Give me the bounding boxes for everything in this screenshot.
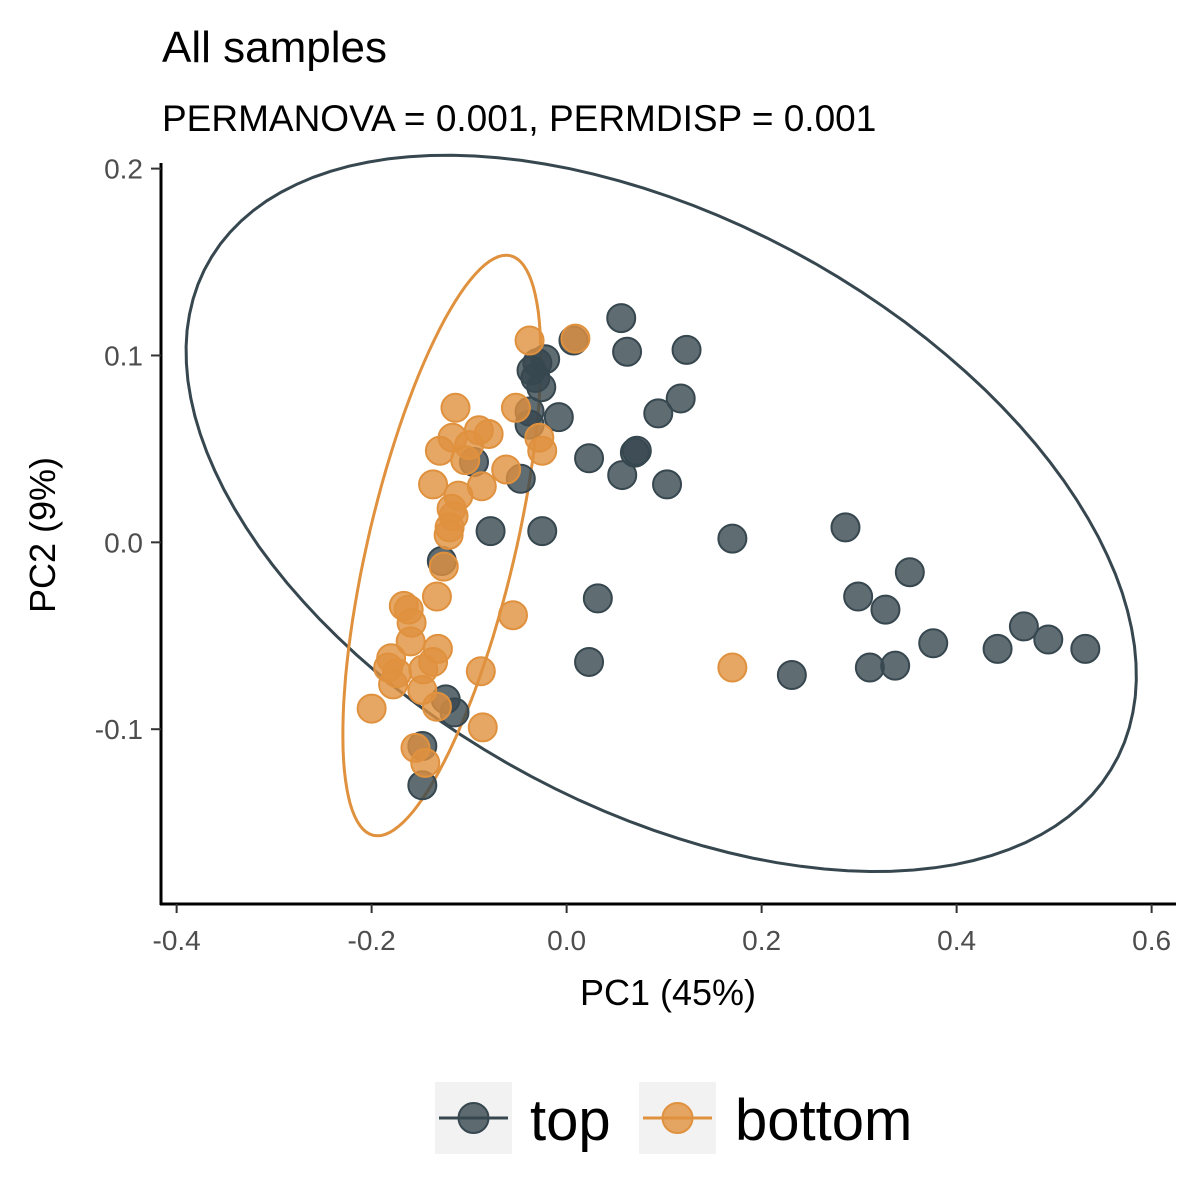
point-top [776,660,807,691]
point-bottom [465,656,496,687]
point-bottom [418,469,449,500]
y-axis-ticks: 0.2 0.1 0.0 -0.1 [95,154,161,745]
chart-title: All samples [162,23,387,72]
point-top [606,303,637,334]
point-top [652,469,683,500]
point-bottom [498,600,528,631]
point-top [1033,624,1064,655]
legend-label-top: top [530,1088,611,1153]
y-tick-label: -0.1 [95,714,143,745]
point-top [607,460,638,491]
point-top [1070,633,1101,664]
point-bottom [527,435,558,466]
ellipse-top [184,153,1138,874]
x-axis-title: PC1 (45%) [580,972,756,1013]
point-top [1008,611,1039,642]
point-top [574,443,605,474]
point-top [671,334,702,365]
point-bottom [491,454,522,485]
point-top [843,581,874,612]
x-tick-label: 0.4 [937,925,976,956]
point-bottom [421,581,452,612]
point-bottom [433,519,464,550]
x-tick-label: 0.2 [742,925,781,956]
y-tick-label: 0.2 [104,154,143,185]
chart-subtitle: PERMANOVA = 0.001, PERMDISP = 0.001 [162,98,876,139]
point-bottom [500,392,531,423]
point-top [894,557,925,588]
point-bottom [450,445,481,476]
point-top [527,516,558,547]
legend: top bottom [435,1082,912,1154]
y-tick-label: 0.1 [104,340,143,371]
point-top [574,646,605,677]
point-top [582,583,613,614]
point-top [543,402,574,433]
point-bottom [467,712,498,743]
point-bottom [440,392,471,423]
point-top [643,398,674,429]
legend-marker-bottom [661,1102,694,1134]
point-top [854,652,885,683]
point-bottom [428,551,459,582]
x-tick-label: -0.4 [153,925,201,956]
point-bottom [410,747,441,778]
point-top [880,650,911,681]
point-top [982,633,1013,664]
x-tick-label: 0.0 [547,925,586,956]
confidence-ellipses [184,153,1138,874]
y-axis-title: PC2 (9%) [22,457,63,613]
point-top [619,437,650,468]
point-bottom [424,435,455,466]
point-bottom [395,626,426,657]
x-axis-ticks: -0.4 -0.2 0.0 0.2 0.4 0.6 [153,904,1171,956]
axes: -0.4 -0.2 0.0 0.2 0.4 0.6 0.2 0.1 0.0 -0.1 [95,154,1176,956]
point-bottom [514,325,545,356]
point-top [918,628,949,659]
point-top [830,512,861,543]
y-tick-label: 0.0 [104,527,143,558]
point-top [526,372,557,403]
legend-label-bottom: bottom [735,1088,912,1153]
point-top [612,336,643,367]
x-tick-label: -0.2 [348,925,396,956]
x-tick-label: 0.6 [1132,925,1171,956]
point-top [717,523,748,554]
point-bottom [378,669,409,700]
legend-marker-top [457,1102,490,1134]
point-top [870,594,901,625]
point-top [665,383,696,414]
point-bottom [560,323,591,354]
data-points [356,303,1101,801]
point-bottom [717,652,748,683]
point-top [475,516,506,547]
point-bottom [421,691,452,722]
point-bottom [356,693,387,724]
